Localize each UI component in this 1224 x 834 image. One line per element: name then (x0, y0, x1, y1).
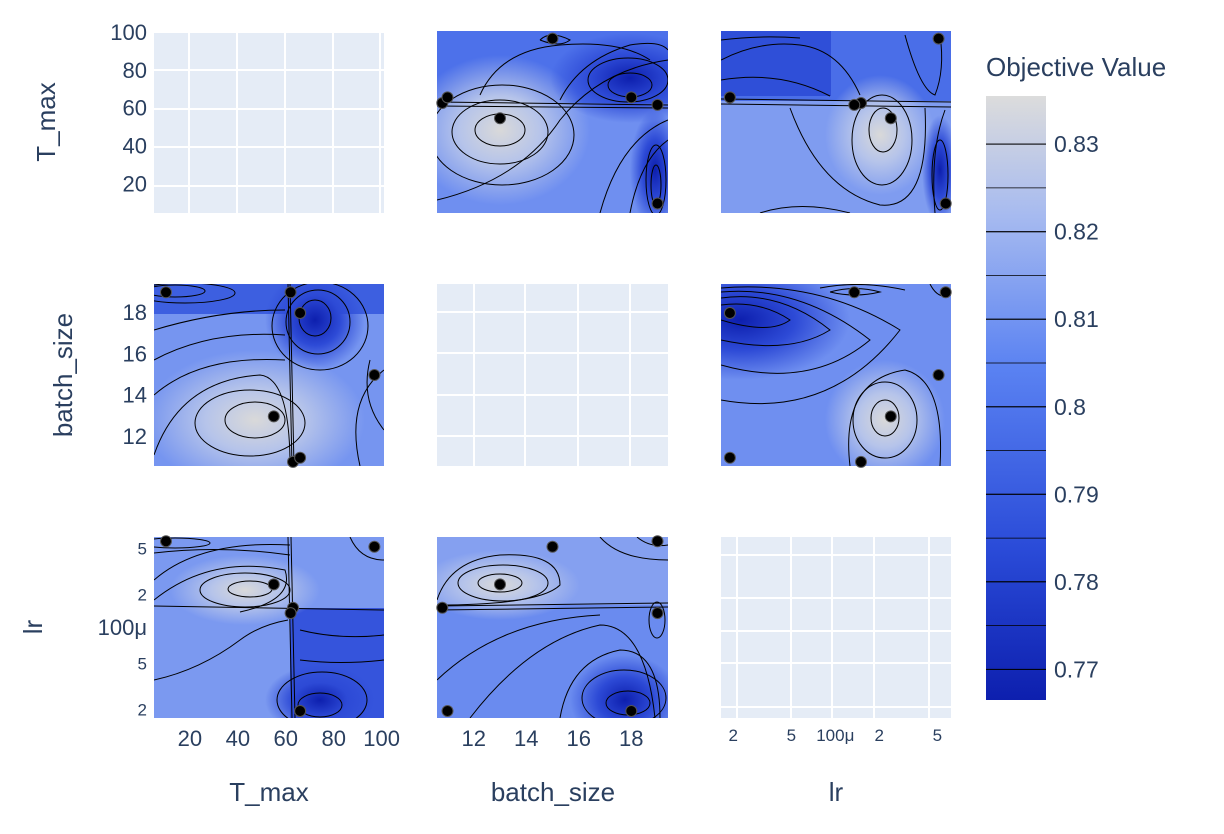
y-tick-batch_size-0: 12 (123, 424, 147, 449)
trial-point-r1-c2-4 (848, 286, 861, 299)
y-tick-lr-2: 100μ (98, 615, 147, 640)
y-tick-T_max-4: 100 (110, 20, 147, 45)
y-tick-T_max-0: 20 (123, 172, 147, 197)
trial-point-r2-c1-5 (651, 535, 664, 548)
trial-point-r1-c2-0 (932, 369, 945, 381)
trial-point-r1-c0-4 (284, 286, 297, 299)
y-tick-lr-3: 2 (138, 586, 147, 605)
colorbar-gradient (986, 96, 1046, 700)
trial-point-r1-c0-6 (294, 451, 307, 464)
colorbar-tick-0: 0.77 (1054, 656, 1099, 682)
x-tick-T_max-1: 40 (226, 726, 250, 751)
trial-point-r0-c1-1 (625, 91, 638, 104)
trial-point-r1-c2-3 (855, 455, 867, 468)
contour-panel-batch-lr (721, 284, 951, 466)
trial-point-r2-c1-3 (436, 601, 449, 614)
x-tick-batch_size-3: 18 (619, 726, 643, 751)
trial-point-r0-c2-5 (939, 197, 952, 210)
x-axis-title-col0: T_max (229, 777, 308, 807)
trial-point-r1-c2-6 (723, 451, 736, 464)
trial-point-r2-c1-4 (651, 607, 664, 620)
x-tick-batch_size-0: 12 (462, 726, 486, 751)
contour-panel-tmax-lr (721, 31, 951, 213)
x-tick-T_max-0: 20 (178, 726, 202, 751)
x-axis-title-col1: batch_size (491, 777, 615, 807)
trial-point-r2-c0-2 (267, 578, 280, 591)
y-axis-title-row1: batch_size (48, 313, 78, 437)
trial-point-r1-c2-2 (884, 410, 897, 423)
trial-point-r0-c1-2 (494, 112, 506, 125)
trial-point-r0-c2-6 (723, 91, 736, 104)
trial-point-r2-c1-2 (494, 578, 506, 591)
trial-point-r2-c0-0 (368, 540, 381, 553)
trial-point-r0-c2-2 (884, 112, 897, 125)
colorbar: Objective Value 0.77 0.78 0.79 0.8 0.81 0.82 0… (986, 52, 1166, 700)
y-tick-lr-4: 5 (138, 540, 147, 559)
x-tick-lr-0: 2 (728, 726, 737, 745)
contour-panel-batch-tmax (154, 284, 384, 466)
colorbar-tick-4: 0.81 (1054, 306, 1099, 332)
x-tick-T_max-4: 100 (363, 726, 400, 751)
colorbar-tick-3: 0.8 (1054, 394, 1086, 420)
trial-point-r0-c1-0 (546, 32, 559, 45)
trial-point-r1-c2-5 (939, 286, 952, 299)
x-tick-lr-3: 2 (874, 726, 883, 745)
colorbar-tick-2: 0.79 (1054, 481, 1099, 507)
y-tick-T_max-1: 40 (123, 134, 147, 159)
colorbar-tick-1: 0.78 (1054, 569, 1099, 595)
x-tick-batch_size-2: 16 (567, 726, 591, 751)
trial-point-r0-c1-6 (441, 91, 454, 104)
trial-point-r0-c2-0 (932, 32, 945, 45)
colorbar-title: Objective Value (986, 52, 1166, 82)
x-axis-title-col2: lr (829, 777, 844, 807)
y-tick-batch_size-3: 18 (123, 300, 147, 325)
trial-point-r0-c1-4 (651, 98, 664, 111)
contour-panel-lr-batch (437, 537, 668, 718)
y-axis-title-row0: T_max (31, 82, 61, 161)
x-tick-T_max-3: 80 (321, 726, 345, 751)
trial-point-r2-c0-5 (160, 535, 172, 548)
y-tick-T_max-3: 80 (123, 58, 147, 83)
trial-point-r1-c0-2 (267, 410, 280, 423)
trial-point-r1-c0-5 (160, 286, 172, 299)
x-tick-lr-2: 100μ (816, 726, 854, 745)
y-tick-batch_size-1: 14 (123, 383, 147, 408)
y-axis-title-row2: lr (18, 619, 48, 634)
x-tick-batch_size-1: 14 (514, 726, 538, 751)
trial-point-r2-c0-4 (284, 607, 297, 620)
trial-point-r0-c2-4 (848, 98, 861, 111)
panel-tmax-tmax (154, 31, 384, 213)
y-tick-T_max-2: 60 (123, 96, 147, 121)
y-tick-lr-0: 2 (138, 700, 147, 719)
trial-point-r2-c0-6 (294, 705, 307, 717)
y-tick-batch_size-2: 16 (123, 341, 147, 366)
x-tick-lr-4: 5 (933, 726, 942, 745)
x-tick-lr-1: 5 (787, 726, 796, 745)
trial-point-r0-c1-5 (651, 197, 664, 210)
trial-point-r1-c0-1 (294, 307, 307, 319)
y-tick-lr-1: 5 (138, 655, 147, 674)
contour-panel-lr-tmax (154, 537, 384, 718)
panel-batch-batch (437, 284, 668, 466)
trial-point-r2-c1-1 (625, 705, 638, 717)
x-tick-T_max-2: 60 (274, 726, 298, 751)
colorbar-tick-6: 0.83 (1054, 131, 1099, 157)
contour-panel-tmax-batch (437, 31, 668, 213)
trial-point-r2-c1-6 (441, 705, 454, 717)
panel-lr-lr (721, 537, 951, 718)
trial-point-r1-c2-1 (723, 307, 736, 319)
trial-point-r2-c1-0 (546, 540, 559, 553)
colorbar-tick-5: 0.82 (1054, 219, 1099, 245)
trial-point-r1-c0-0 (368, 369, 381, 381)
